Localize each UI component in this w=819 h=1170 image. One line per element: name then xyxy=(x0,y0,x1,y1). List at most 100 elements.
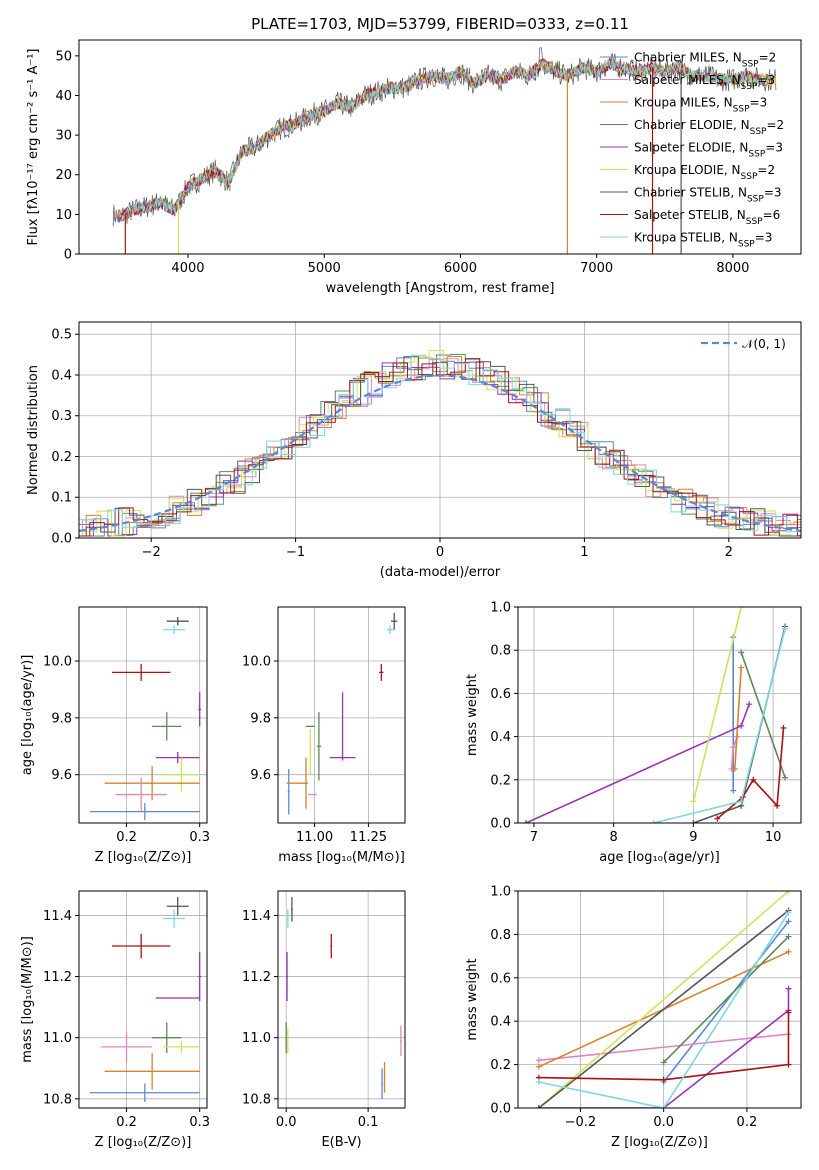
axes-frame xyxy=(78,606,208,824)
histogram-group xyxy=(79,350,801,537)
mass-weight-series xyxy=(538,1033,789,1062)
mass-weight-series xyxy=(692,607,742,802)
data-point-errorbar xyxy=(316,712,322,781)
data-point-errorbar xyxy=(100,1031,153,1063)
legend-subscript: SSP xyxy=(733,105,750,115)
x-tick-label: 6000 xyxy=(444,261,477,276)
y-tick-label: 0.6 xyxy=(490,971,511,986)
y-tick-label: 9.8 xyxy=(250,711,271,726)
x-tick-label: −0.2 xyxy=(565,1115,597,1130)
legend-value: =3 xyxy=(764,186,782,200)
mass-weight-marker xyxy=(738,649,745,656)
legend-entry: Chabrier MILES, NSSP=2 xyxy=(634,51,776,70)
y-tick-label: 1.0 xyxy=(490,885,511,900)
mass-weight-marker xyxy=(738,798,745,805)
y-tick-label: 30 xyxy=(55,129,72,144)
y-axis-label: mass weight xyxy=(465,674,480,756)
data-point-errorbar xyxy=(305,725,315,728)
legend-name: Kroupa STELIB, N xyxy=(634,231,738,245)
legend-name: Salpeter STELIB, N xyxy=(634,208,746,222)
data-point-errorbar xyxy=(89,1083,200,1102)
mass-weight-marker xyxy=(785,933,792,940)
mass-weight-marker xyxy=(750,776,757,783)
data-point-errorbar xyxy=(291,897,293,922)
x-tick-label: 9 xyxy=(689,830,697,845)
mass-weight-marker xyxy=(730,787,737,794)
data-point-errorbar xyxy=(163,909,186,928)
x-tick-label: 0.0 xyxy=(276,1115,297,1130)
data-point-errorbar xyxy=(166,616,189,626)
data-point-errorbar xyxy=(152,1022,182,1053)
data-point-errorbar xyxy=(287,1028,289,1053)
y-tick-label: 11.2 xyxy=(242,970,271,985)
y-axis-label: mass [log₁₀(M/M⊙)] xyxy=(20,936,35,1063)
data-point-errorbar xyxy=(89,803,200,821)
x-tick-label: 0.2 xyxy=(116,830,137,845)
x-axis-label: (data-model)/error xyxy=(380,565,501,580)
x-tick-label: 0 xyxy=(436,545,444,560)
legend-subscript: SSP xyxy=(738,240,755,250)
data-point-errorbar xyxy=(330,933,333,959)
x-axis-label: mass [log₁₀(M/M⊙)] xyxy=(278,850,405,865)
mass-weight-series xyxy=(525,703,750,823)
x-axis-label: Z [log₁₀(Z/Z⊙)] xyxy=(95,1135,192,1150)
x-tick-label: 11.00 xyxy=(296,830,333,845)
y-tick-label: 10.0 xyxy=(242,655,271,670)
mass-weight-series xyxy=(538,988,790,1108)
y-tick-label: 11.4 xyxy=(242,909,271,924)
mass-weight-marker xyxy=(535,1078,542,1085)
legend-subscript: SSP xyxy=(750,127,767,137)
legend-subscript: SSP xyxy=(741,82,758,92)
mass-weight-marker xyxy=(785,909,792,916)
y-tick-label: 40 xyxy=(55,89,72,104)
mass-weight-marker xyxy=(782,774,789,781)
data-point-errorbar xyxy=(104,1052,200,1090)
histogram-step xyxy=(79,350,801,537)
spectrum-lines xyxy=(112,47,777,254)
y-tick-label: 10.0 xyxy=(43,655,72,670)
legend-value: =3 xyxy=(757,73,775,87)
x-tick-label: 7 xyxy=(530,830,538,845)
legend-entry: Chabrier ELODIE, NSSP=2 xyxy=(634,118,784,137)
data-point-errorbar xyxy=(391,612,398,630)
x-tick-label: 7000 xyxy=(580,261,613,276)
legend-value: =3 xyxy=(765,141,783,155)
x-tick-label: 11.25 xyxy=(350,830,387,845)
mass-weight-marker xyxy=(785,1009,792,1016)
y-tick-label: 0.4 xyxy=(490,1015,511,1030)
y-tick-label: 10.8 xyxy=(43,1092,72,1107)
y-tick-label: 0.6 xyxy=(490,687,511,702)
data-point-errorbar xyxy=(285,1022,288,1053)
legend-name: Kroupa ELODIE, N xyxy=(634,163,741,177)
x-tick-label: 2 xyxy=(725,545,733,560)
mass-weight-marker xyxy=(731,766,738,772)
legend-entry: 𝒩(0, 1) xyxy=(742,337,786,351)
y-tick-label: 11.0 xyxy=(242,1031,271,1046)
y-tick-label: 11.2 xyxy=(43,970,72,985)
y-tick-label: 0.4 xyxy=(490,730,511,745)
legend-name: Salpeter ELODIE, N xyxy=(634,141,748,155)
data-point-errorbar xyxy=(309,729,312,775)
mass-weight-series xyxy=(538,891,790,1108)
legend-entry: Salpeter STELIB, NSSP=6 xyxy=(634,208,780,227)
legend-entry: Chabrier STELIB, NSSP=3 xyxy=(634,186,782,205)
y-tick-label: 0.3 xyxy=(51,409,72,424)
data-point-errorbar xyxy=(155,997,200,999)
mass-weight-series xyxy=(663,936,790,1063)
legend-subscript: SSP xyxy=(741,172,758,182)
mass-weight-lines xyxy=(535,891,792,1108)
x-tick-label: −1 xyxy=(286,545,305,560)
x-tick-label: 0.2 xyxy=(116,1115,137,1130)
y-axis-label: Normed distribution xyxy=(26,365,41,495)
data-point-errorbar xyxy=(286,952,288,1002)
x-tick-label: 0.1 xyxy=(358,1115,379,1130)
mass-weight-marker xyxy=(785,1061,792,1068)
legend-entry: Kroupa ELODIE, NSSP=2 xyxy=(634,163,775,182)
mass-weight-marker xyxy=(535,1105,542,1108)
data-point-errorbar xyxy=(163,757,200,792)
y-tick-label: 0.2 xyxy=(490,1058,511,1073)
y-axis-label: mass weight xyxy=(465,958,480,1040)
x-tick-label: 10 xyxy=(765,830,782,845)
legend-subscript: SSP xyxy=(748,150,765,160)
